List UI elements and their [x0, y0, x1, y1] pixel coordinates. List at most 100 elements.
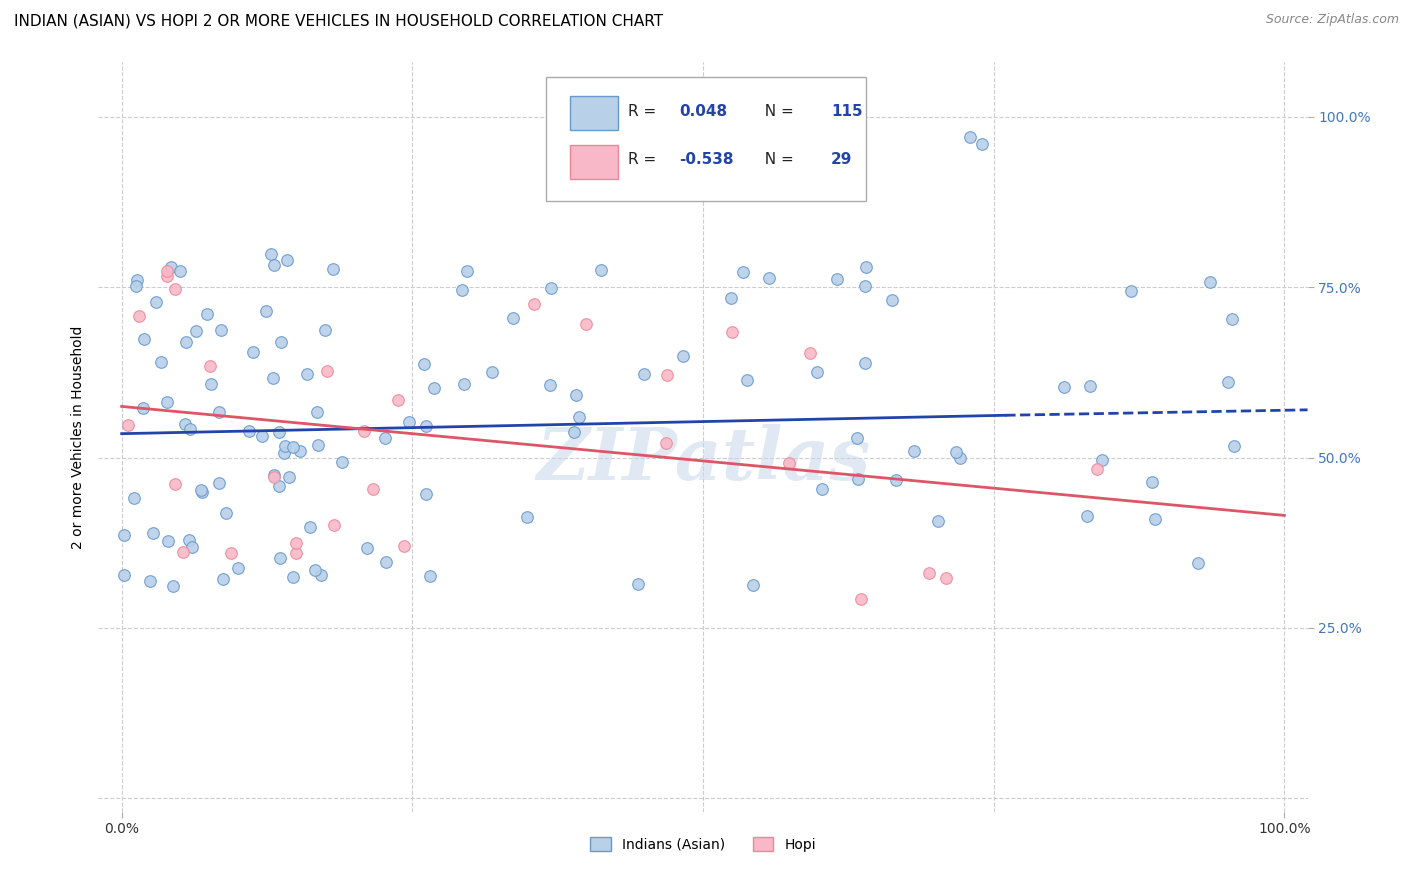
Text: ZIPatlas: ZIPatlas [536, 424, 870, 495]
Point [415, 487, 437, 501]
Point [392, 539, 415, 553]
Point [387, 393, 409, 408]
Point [211, 572, 233, 586]
Point [149, 355, 172, 369]
Point [179, 422, 201, 436]
Text: R =: R = [628, 153, 661, 168]
Point [285, 536, 308, 550]
Point [191, 484, 214, 499]
Point [363, 482, 385, 496]
Point [413, 357, 436, 371]
Point [884, 473, 907, 487]
Point [197, 307, 219, 321]
Point [269, 425, 291, 439]
Point [453, 377, 475, 392]
Point [565, 388, 588, 402]
FancyBboxPatch shape [546, 78, 866, 201]
Point [208, 475, 231, 490]
Point [139, 574, 162, 589]
Point [307, 438, 329, 452]
Point [1085, 461, 1108, 475]
Point [959, 130, 981, 145]
Point [374, 431, 396, 445]
Point [562, 425, 585, 440]
Point [540, 280, 562, 294]
Point [720, 325, 742, 339]
Point [314, 323, 336, 337]
Point [169, 264, 191, 278]
Point [226, 561, 249, 575]
Point [297, 367, 319, 381]
FancyBboxPatch shape [569, 96, 619, 130]
Point [758, 270, 780, 285]
Point [117, 417, 139, 432]
Point [316, 363, 339, 377]
Point [250, 428, 273, 442]
Point [633, 367, 655, 381]
Text: 29: 29 [831, 153, 852, 168]
Point [882, 293, 904, 307]
Point [284, 546, 307, 560]
Text: 115: 115 [831, 103, 863, 119]
Point [270, 334, 292, 349]
Y-axis label: 2 or more Vehicles in Household: 2 or more Vehicles in Household [72, 326, 86, 549]
Point [1223, 439, 1246, 453]
Point [322, 262, 344, 277]
Point [927, 514, 949, 528]
Point [731, 265, 754, 279]
Point [1218, 376, 1240, 390]
Point [174, 334, 197, 349]
Point [450, 283, 472, 297]
Point [262, 371, 284, 385]
Point [456, 264, 478, 278]
Point [970, 137, 993, 152]
Point [131, 401, 153, 416]
Point [127, 272, 149, 286]
Point [215, 506, 238, 520]
Point [935, 571, 957, 585]
Point [163, 282, 186, 296]
Point [124, 491, 146, 506]
Point [134, 332, 156, 346]
Point [655, 436, 678, 450]
Point [799, 345, 821, 359]
Point [1140, 475, 1163, 489]
Point [142, 525, 165, 540]
Point [949, 450, 972, 465]
Point [305, 404, 328, 418]
Point [323, 518, 346, 533]
Point [160, 260, 183, 274]
Point [125, 278, 148, 293]
Legend: Indians (Asian), Hopi: Indians (Asian), Hopi [585, 831, 821, 857]
Point [299, 520, 322, 534]
Point [263, 470, 285, 484]
Point [846, 472, 869, 486]
Point [184, 324, 207, 338]
Point [219, 545, 242, 559]
Point [806, 365, 828, 379]
Point [174, 417, 197, 432]
Point [156, 264, 179, 278]
Point [209, 323, 232, 337]
Point [273, 445, 295, 459]
Point [855, 260, 877, 274]
Point [283, 440, 305, 454]
Point [145, 294, 167, 309]
Point [375, 555, 398, 569]
Point [853, 356, 876, 370]
Point [737, 372, 759, 386]
Text: -0.538: -0.538 [679, 153, 734, 168]
Point [1091, 453, 1114, 467]
Point [330, 454, 353, 468]
Point [190, 483, 212, 497]
Point [288, 443, 311, 458]
Point [811, 482, 834, 496]
Point [112, 568, 135, 582]
Point [269, 551, 291, 566]
Point [1119, 284, 1142, 298]
Point [181, 541, 204, 555]
Point [177, 533, 200, 548]
Point [502, 311, 524, 326]
Point [157, 534, 180, 549]
Point [575, 317, 598, 331]
